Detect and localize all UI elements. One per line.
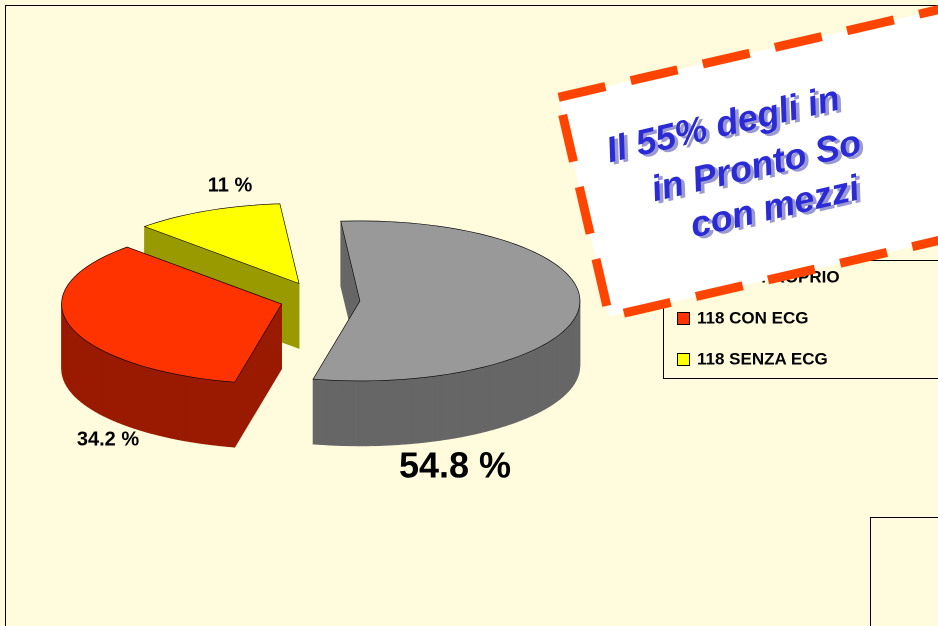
slice-side — [526, 350, 533, 419]
slice-side — [107, 352, 114, 421]
slice-side — [511, 356, 518, 425]
slice-side — [521, 352, 528, 421]
slice-side — [219, 380, 228, 447]
slice-side — [540, 343, 546, 412]
slice-side — [198, 377, 206, 445]
slice-side — [80, 336, 85, 405]
slice — [61, 246, 283, 449]
slice-side — [312, 378, 321, 445]
slice-top — [312, 220, 581, 382]
slice-side — [403, 378, 413, 445]
slice-top — [143, 203, 300, 284]
slice-side — [481, 365, 489, 433]
slice-side — [327, 379, 337, 446]
slice-side — [94, 345, 100, 415]
legend-label: 118 SENZA ECG — [697, 349, 828, 368]
slice-side — [83, 338, 88, 408]
slice-side — [164, 371, 172, 439]
slice-side — [499, 360, 507, 429]
slice-side — [191, 376, 199, 444]
pie — [61, 203, 581, 449]
slice-side — [170, 372, 179, 440]
slice-side — [320, 379, 329, 446]
slice-side — [157, 369, 165, 438]
slice-side — [90, 343, 96, 413]
slice-side — [87, 341, 92, 410]
slice-side — [373, 380, 382, 447]
slice-side — [139, 364, 147, 433]
slice-side — [562, 328, 567, 398]
slice-side — [418, 376, 427, 444]
slice-side — [388, 379, 398, 446]
legend-swatch — [677, 353, 690, 366]
slice-side — [505, 358, 512, 427]
slice-side — [516, 354, 523, 423]
legend-swatch — [677, 312, 690, 325]
callout-box — [553, 1, 938, 322]
slice-side — [568, 322, 572, 393]
slice-side — [381, 379, 390, 446]
slice-side — [366, 380, 375, 447]
slice-side — [447, 372, 456, 440]
slice-side — [474, 367, 482, 435]
data-label: 54.8 % — [399, 445, 511, 486]
slice-top — [61, 246, 283, 383]
slice-side — [487, 363, 495, 432]
slice-side — [545, 341, 550, 410]
data-label: 34.2 % — [77, 428, 139, 450]
slice-side — [133, 363, 141, 431]
slice-side — [151, 368, 159, 436]
slice-side — [335, 380, 344, 447]
slice-side — [77, 333, 82, 403]
slice-side — [461, 370, 469, 438]
slice-side — [493, 362, 501, 430]
legend-label: 118 CON ECG — [697, 308, 809, 327]
slice-side — [74, 330, 79, 400]
slice-side — [122, 359, 129, 427]
slice-side — [531, 348, 538, 417]
slice-side — [468, 368, 476, 436]
slice-side — [556, 333, 561, 403]
slice-side — [440, 373, 449, 441]
slice-side — [117, 357, 124, 426]
slice-side — [536, 345, 542, 415]
slice-side — [128, 361, 135, 429]
slice-side — [350, 380, 359, 447]
slice-side — [426, 375, 435, 443]
slice-side — [103, 350, 109, 419]
slice-side — [98, 348, 104, 417]
slice-side — [559, 330, 564, 400]
slice-side — [552, 336, 558, 405]
slice-side — [69, 325, 73, 395]
slice-side — [433, 374, 442, 442]
data-label: 11 % — [208, 174, 253, 196]
slice-side — [184, 375, 192, 443]
slice-side — [343, 380, 352, 447]
slice-side — [396, 378, 405, 446]
slice-side — [112, 355, 119, 424]
slice-side — [411, 377, 420, 445]
slice-side — [212, 379, 221, 447]
slice-side — [549, 338, 554, 408]
corner-box — [870, 517, 938, 626]
slice — [312, 220, 581, 447]
slice-side — [570, 320, 574, 390]
slice-side — [454, 371, 463, 439]
slice-side — [72, 328, 76, 398]
slice-side — [565, 325, 569, 395]
slice-side — [145, 366, 153, 435]
slice-side — [177, 374, 185, 442]
slice-side — [227, 381, 236, 448]
slice-side — [205, 378, 214, 446]
frame — [5, 5, 938, 626]
slice-side — [358, 380, 367, 447]
